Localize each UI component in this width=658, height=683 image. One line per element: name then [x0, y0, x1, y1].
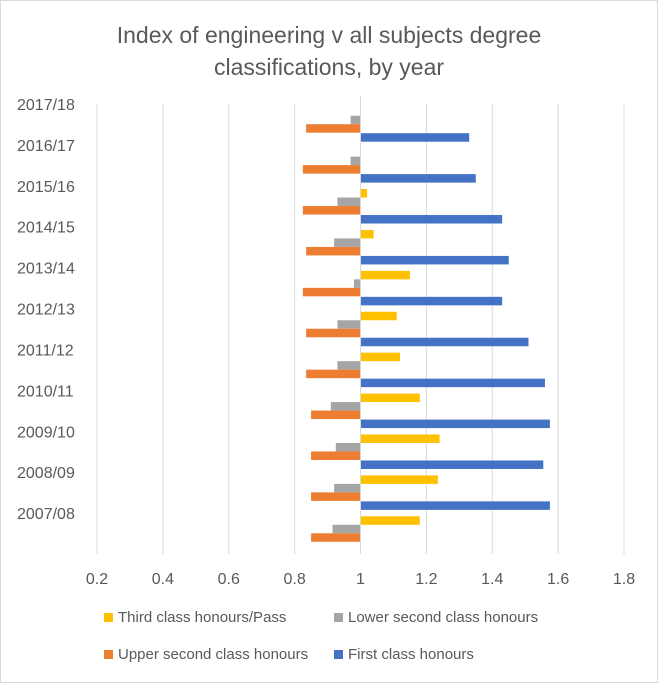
- bar: [350, 115, 361, 125]
- bar: [306, 369, 361, 379]
- legend-item-lower-second: Lower second class honours: [334, 609, 538, 626]
- bar: [337, 197, 361, 207]
- bar: [360, 311, 397, 321]
- bar: [360, 296, 503, 306]
- bar: [302, 165, 361, 174]
- bar: [311, 492, 361, 501]
- bar: [350, 156, 361, 166]
- bar: [332, 524, 361, 534]
- category-labels: 2017/18 2016/17 2015/16 2014/15 2013/14 2012/…: [17, 97, 75, 523]
- x-tick-label: 1: [356, 571, 365, 588]
- bar: [360, 255, 509, 265]
- bar: [360, 133, 470, 142]
- category-label: 2009/10: [17, 424, 75, 441]
- bar: [311, 451, 361, 460]
- bar: [360, 337, 529, 347]
- bar: [360, 174, 476, 183]
- legend-label-third: Third class honours/Pass: [118, 609, 287, 626]
- bar: [360, 378, 545, 388]
- x-tick-label: 0.4: [152, 571, 174, 588]
- bar: [311, 410, 361, 420]
- legend-swatch-third: [104, 613, 113, 622]
- x-tick-label: 0.8: [284, 571, 306, 588]
- bar: [302, 287, 361, 297]
- bar: [353, 279, 361, 288]
- category-label: 2011/12: [17, 342, 74, 359]
- bar: [306, 124, 361, 133]
- category-label: 2015/16: [17, 179, 75, 196]
- legend-swatch-first: [334, 650, 343, 659]
- bar: [306, 246, 361, 256]
- x-tick-label: 1.8: [613, 571, 635, 588]
- value-axis-labels: 0.2 0.4 0.6 0.8 1 1.2 1.4 1.6 1.8: [86, 571, 635, 588]
- bar: [334, 483, 361, 493]
- legend-swatch-lower-second: [334, 613, 343, 622]
- bar: [360, 229, 374, 239]
- category-label: 2016/17: [17, 138, 75, 155]
- category-label: 2017/18: [17, 97, 75, 114]
- bar: [360, 352, 401, 362]
- bars: [302, 115, 550, 542]
- chart-title: Index of engineering v all subjects degr…: [1, 19, 657, 83]
- x-tick-label: 1.4: [481, 571, 503, 588]
- legend-label-first: First class honours: [348, 646, 474, 663]
- x-tick-label: 1.6: [547, 571, 569, 588]
- category-label: 2010/11: [17, 383, 74, 400]
- legend-swatch-upper-second: [104, 650, 113, 659]
- bar: [337, 361, 361, 370]
- category-label: 2008/09: [17, 465, 75, 482]
- bar: [337, 320, 361, 329]
- legend-item-third: Third class honours/Pass: [104, 609, 286, 626]
- legend-label-upper-second: Upper second class honours: [118, 646, 309, 663]
- bar: [302, 206, 361, 215]
- bar: [360, 215, 503, 224]
- bar: [360, 434, 440, 443]
- bar: [334, 238, 361, 247]
- category-label: 2013/14: [17, 261, 75, 278]
- bar-chart: 2017/18 2016/17 2015/16 2014/15 2013/14 2012/…: [17, 96, 635, 588]
- bar: [360, 460, 544, 469]
- legend-label-lower-second: Lower second class honours: [348, 609, 539, 626]
- chart-title-line-1: Index of engineering v all subjects degr…: [116, 22, 542, 48]
- bar: [306, 328, 361, 338]
- category-label: 2007/08: [17, 506, 75, 523]
- x-tick-label: 0.2: [86, 571, 108, 588]
- x-tick-label: 1.2: [415, 571, 437, 588]
- bar: [360, 189, 368, 198]
- bar: [360, 419, 550, 429]
- bar: [360, 270, 410, 280]
- legend-item-upper-second: Upper second class honours: [104, 646, 308, 663]
- category-label: 2012/13: [17, 302, 75, 319]
- bar: [360, 393, 420, 403]
- legend-item-first: First class honours: [334, 646, 474, 663]
- category-label: 2014/15: [17, 220, 75, 237]
- bar: [311, 533, 361, 542]
- bar: [360, 501, 550, 510]
- x-tick-label: 0.6: [218, 571, 240, 588]
- bar: [360, 475, 438, 484]
- chart-title-line-2: classifications, by year: [213, 54, 445, 80]
- bar: [335, 442, 361, 452]
- bar: [360, 516, 420, 525]
- bar: [330, 402, 361, 411]
